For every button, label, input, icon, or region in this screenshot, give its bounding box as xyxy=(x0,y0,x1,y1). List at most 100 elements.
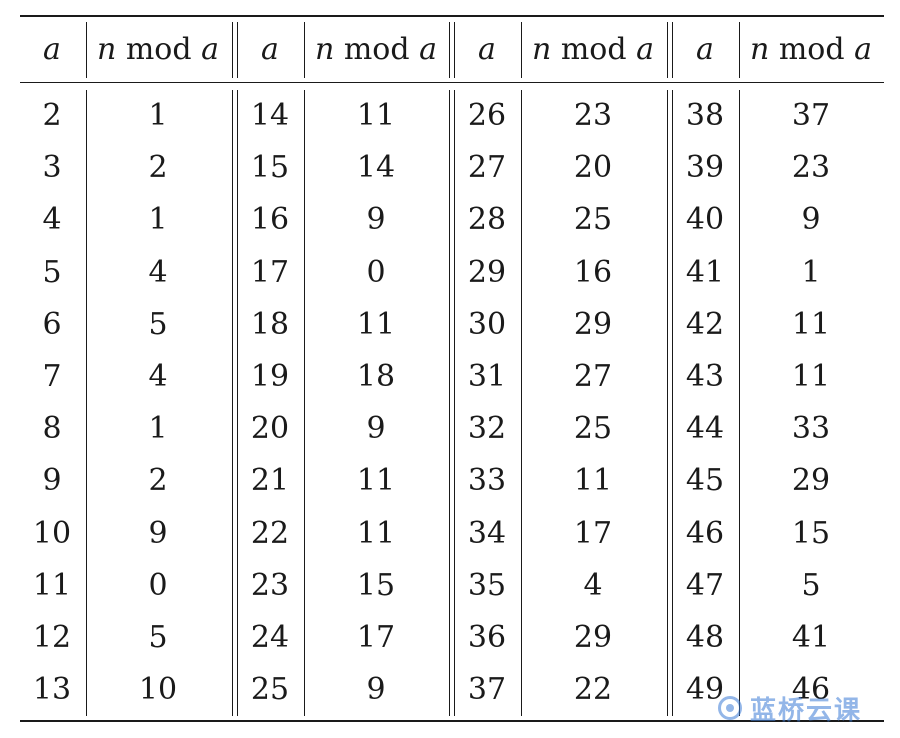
cell-n-mod-a: 2 xyxy=(148,463,168,499)
group-divider-body xyxy=(232,90,234,716)
cell-a: 44 xyxy=(685,411,725,447)
column-divider-body xyxy=(739,90,741,716)
header-n-symbol: n xyxy=(96,32,117,67)
cell-n-mod-a: 9 xyxy=(366,672,386,708)
cell-a: 38 xyxy=(685,98,725,133)
header-a-symbol: a xyxy=(478,32,496,67)
header-a: a xyxy=(0,32,112,68)
cell-n-mod-a: 23 xyxy=(573,98,613,133)
header-a: a xyxy=(427,32,547,68)
cell-n-mod-a: 9 xyxy=(148,515,168,551)
cell-a: 32 xyxy=(467,411,507,447)
group-divider-header xyxy=(667,22,669,78)
cell-a: 18 xyxy=(250,306,290,342)
cell-a: 33 xyxy=(467,463,507,499)
cell-a: 22 xyxy=(250,515,290,551)
cell-n-mod-a: 11 xyxy=(356,98,396,133)
cell-n-mod-a: 9 xyxy=(801,202,821,238)
cell-a: 46 xyxy=(685,515,725,551)
header-n-mod-a: n mod a xyxy=(296,32,456,68)
cell-n-mod-a: 1 xyxy=(148,98,168,133)
header-a-symbol: a xyxy=(854,32,872,67)
cell-n-mod-a: 23 xyxy=(791,150,831,186)
cell-n-mod-a: 11 xyxy=(573,463,613,499)
cell-n-mod-a: 10 xyxy=(138,672,178,708)
column-divider-header xyxy=(739,22,741,78)
cell-a: 26 xyxy=(467,98,507,133)
cell-a: 13 xyxy=(32,672,72,708)
cell-n-mod-a: 5 xyxy=(148,620,168,655)
group-divider-header xyxy=(672,22,674,78)
cell-a: 8 xyxy=(42,411,62,447)
cell-a: 27 xyxy=(467,150,507,186)
cell-a: 28 xyxy=(467,202,507,238)
cell-a: 12 xyxy=(32,620,72,655)
cell-n-mod-a: 33 xyxy=(791,411,831,447)
header-a-symbol: a xyxy=(636,32,654,67)
header-n-symbol: n xyxy=(531,32,552,67)
cell-n-mod-a: 29 xyxy=(791,463,831,499)
group-divider-body xyxy=(237,90,239,716)
cell-a: 49 xyxy=(685,672,725,708)
cell-n-mod-a: 1 xyxy=(801,254,821,290)
cell-a: 10 xyxy=(32,515,72,551)
cell-n-mod-a: 29 xyxy=(573,620,613,655)
cell-n-mod-a: 11 xyxy=(356,463,396,499)
cell-n-mod-a: 25 xyxy=(573,202,613,238)
cell-a: 24 xyxy=(250,620,290,655)
cell-n-mod-a: 5 xyxy=(801,567,821,603)
cell-n-mod-a: 37 xyxy=(791,98,831,133)
cell-n-mod-a: 2 xyxy=(148,150,168,186)
header-a-symbol: a xyxy=(696,32,714,67)
cell-a: 25 xyxy=(250,672,290,708)
cell-a: 21 xyxy=(250,463,290,499)
cell-n-mod-a: 15 xyxy=(791,515,831,551)
group-divider-header xyxy=(237,22,239,78)
header-mod-word: mod xyxy=(769,32,855,67)
cell-n-mod-a: 5 xyxy=(148,306,168,342)
cell-a: 23 xyxy=(250,567,290,603)
header-n-mod-a: n mod a xyxy=(513,32,673,68)
cell-a: 34 xyxy=(467,515,507,551)
cell-a: 15 xyxy=(250,150,290,186)
cell-a: 29 xyxy=(467,254,507,290)
header-n-symbol: n xyxy=(749,32,770,67)
cell-a: 2 xyxy=(42,98,62,133)
header-n-mod-a: n mod a xyxy=(78,32,238,68)
column-divider-body xyxy=(521,90,523,716)
table-top-rule xyxy=(20,15,884,17)
cell-a: 16 xyxy=(250,202,290,238)
cell-n-mod-a: 11 xyxy=(791,359,831,394)
cell-a: 35 xyxy=(467,567,507,603)
cell-n-mod-a: 20 xyxy=(573,150,613,186)
cell-a: 39 xyxy=(685,150,725,186)
cell-n-mod-a: 4 xyxy=(148,254,168,290)
cell-a: 30 xyxy=(467,306,507,342)
cell-a: 41 xyxy=(685,254,725,290)
cell-a: 31 xyxy=(467,359,507,394)
column-divider-body xyxy=(304,90,306,716)
cell-n-mod-a: 1 xyxy=(148,202,168,238)
cell-a: 43 xyxy=(685,359,725,394)
cell-n-mod-a: 9 xyxy=(366,202,386,238)
cell-n-mod-a: 16 xyxy=(573,254,613,290)
column-divider-body xyxy=(86,90,88,716)
cell-n-mod-a: 46 xyxy=(791,672,831,708)
column-divider-header xyxy=(304,22,306,78)
group-divider-body xyxy=(667,90,669,716)
header-a: a xyxy=(210,32,330,68)
cell-a: 3 xyxy=(42,150,62,186)
table-header-rule xyxy=(20,82,884,84)
cell-a: 9 xyxy=(42,463,62,499)
cell-n-mod-a: 18 xyxy=(356,359,396,394)
group-divider-body xyxy=(672,90,674,716)
header-mod-word: mod xyxy=(551,32,637,67)
cell-n-mod-a: 14 xyxy=(356,150,396,186)
cell-n-mod-a: 25 xyxy=(573,411,613,447)
cell-a: 40 xyxy=(685,202,725,238)
cell-a: 5 xyxy=(42,254,62,290)
cell-a: 42 xyxy=(685,306,725,342)
cell-n-mod-a: 17 xyxy=(573,515,613,551)
cell-n-mod-a: 11 xyxy=(791,306,831,342)
